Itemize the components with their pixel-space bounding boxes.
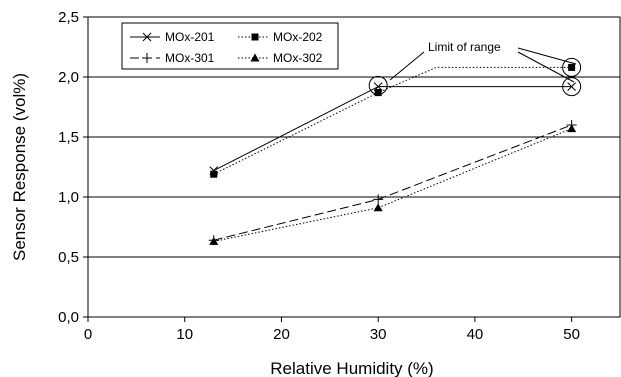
annotation-leader-3 (517, 51, 575, 83)
legend-item-mox-302: MOx-302 (238, 51, 323, 65)
limit-circle (562, 57, 582, 77)
legend-marker (250, 53, 260, 62)
series-layer (208, 63, 577, 246)
x-tick-label: 10 (176, 326, 193, 343)
y-tick-label: 0,0 (58, 309, 79, 326)
legend-item-mox-201: MOx-201 (130, 30, 215, 44)
data-point (210, 170, 218, 178)
x-tick-label: 50 (563, 326, 580, 343)
data-point (374, 89, 382, 97)
legend-label: MOx-201 (165, 30, 215, 44)
annotation-label: Limit of range (428, 40, 501, 54)
legend-item-mox-202: MOx-202 (238, 30, 323, 44)
y-tick-label: 2,5 (58, 9, 79, 26)
legend-label: MOx-302 (273, 51, 323, 65)
legend-items: MOx-201 MOx-202 MOx-301 MOx-302 (130, 30, 323, 65)
limit-of-range-annotation: Limit of range (368, 40, 582, 97)
legend-marker (142, 32, 152, 42)
limit-circle (368, 75, 388, 95)
x-tick-label: 40 (467, 326, 484, 343)
data-point (567, 124, 577, 133)
x-axis-title: Relative Humidity (%) (270, 359, 433, 377)
annotation-leader-2 (517, 47, 577, 65)
legend-marker (142, 53, 152, 63)
y-tick-label: 0,5 (58, 249, 79, 266)
x-tick-label: 20 (273, 326, 290, 343)
data-point (568, 63, 576, 71)
series-mox-202 (210, 63, 576, 178)
gridlines (88, 76, 620, 258)
y-axis-ticks: 0,0 0,5 1,0 1,5 2,0 2,5 (58, 9, 88, 326)
y-tick-label: 1,5 (58, 129, 79, 146)
legend-box (121, 22, 339, 70)
legend-label: MOx-301 (165, 51, 215, 65)
series-mox-302 (209, 124, 577, 245)
data-point (373, 203, 383, 212)
y-tick-label: 1,0 (58, 189, 79, 206)
data-point (567, 82, 576, 91)
limit-circle (562, 77, 582, 97)
legend-item-mox-301: MOx-301 (130, 51, 215, 65)
legend-marker (251, 33, 259, 41)
x-axis-ticks: 0 10 20 30 40 50 (84, 317, 580, 343)
legend-label: MOx-202 (273, 30, 323, 44)
data-point (209, 236, 219, 245)
series-line (213, 66, 572, 175)
y-tick-label: 2,0 (58, 69, 79, 86)
x-tick-label: 0 (84, 326, 92, 343)
annotation-circles (368, 57, 582, 97)
y-axis-title: Sensor Response (vol%) (10, 73, 29, 261)
x-tick-label: 30 (370, 326, 387, 343)
legend: MOx-201 MOx-202 MOx-301 MOx-302 (121, 22, 339, 70)
annotation-leader-1 (389, 51, 425, 81)
data-point (373, 194, 384, 205)
